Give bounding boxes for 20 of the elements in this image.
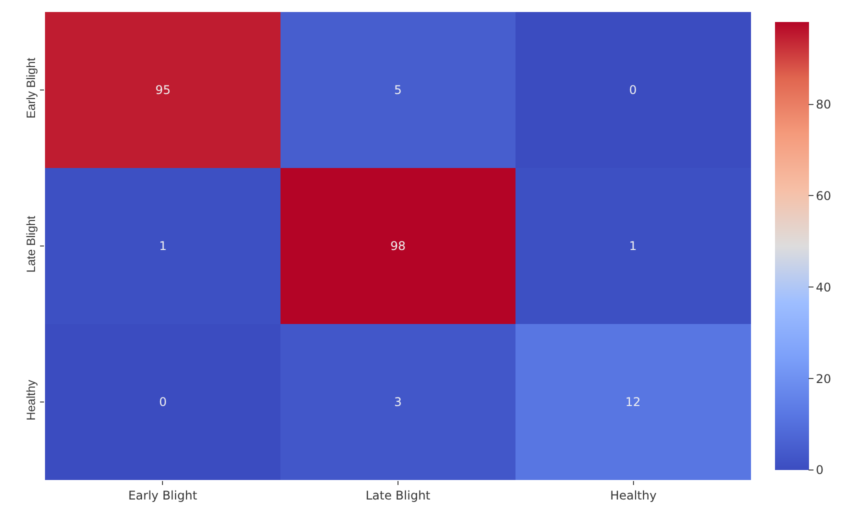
data-label: 0 (629, 83, 637, 98)
data-label: 1 (159, 239, 167, 254)
x-tick-label: Late Blight (366, 488, 431, 502)
x-tick-label: Healthy (610, 488, 657, 502)
color-bar-label: 60 (816, 188, 832, 203)
x-tick-label: Early Blight (128, 488, 198, 502)
data-label: 0 (159, 395, 167, 410)
data-label: 12 (625, 395, 641, 410)
data-label: 5 (394, 83, 402, 98)
color-bar-label: 40 (816, 280, 832, 294)
color-bar-label: 20 (816, 372, 832, 386)
y-tick-label: Late Blight (24, 215, 38, 273)
data-label: 98 (390, 239, 406, 254)
data-label: 3 (394, 395, 402, 410)
color-bar-label: 0 (816, 463, 824, 478)
y-tick-label: Healthy (24, 380, 38, 421)
data-label: 95 (155, 83, 171, 98)
color-bar-label: 80 (816, 97, 832, 112)
data-label: 1 (629, 239, 637, 254)
y-tick-label: Early Blight (24, 57, 38, 119)
